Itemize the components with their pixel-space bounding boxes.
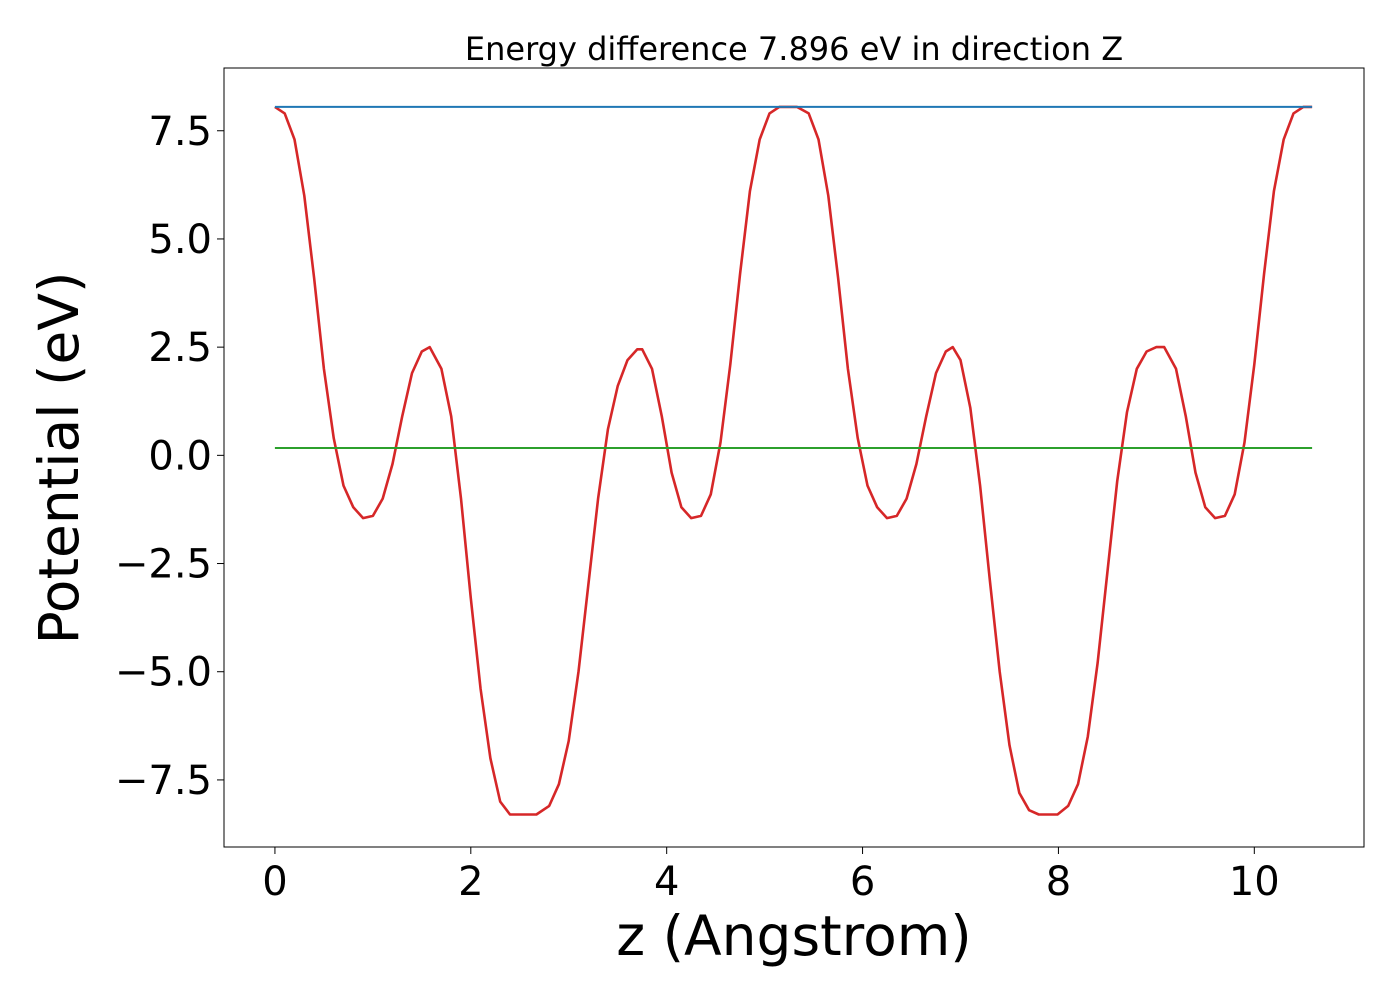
x-tick-label: 8 xyxy=(1046,859,1071,905)
y-tick-label: 5.0 xyxy=(148,217,212,263)
y-axis-title: Potential (eV) xyxy=(27,272,91,645)
y-tick-label: −7.5 xyxy=(115,758,212,804)
x-axis-title: z (Angstrom) xyxy=(616,904,972,968)
plot-frame xyxy=(223,67,1365,848)
y-axis-ticks: −7.5 −5.0 −2.5 0.0 2.5 5.0 7.5 xyxy=(115,109,224,804)
x-tick-label: 6 xyxy=(850,859,875,905)
x-tick-label: 2 xyxy=(458,859,483,905)
series-line-0 xyxy=(274,105,1313,816)
y-tick-label: 2.5 xyxy=(148,325,212,371)
y-tick-label: −5.0 xyxy=(115,650,212,696)
y-tick-label: −2.5 xyxy=(115,542,212,588)
x-axis-ticks: 0 2 4 6 8 10 xyxy=(262,847,1280,905)
x-tick-label: 4 xyxy=(654,859,679,905)
series-layer xyxy=(274,105,1313,816)
x-tick-label: 0 xyxy=(262,859,287,905)
y-tick-label: 0.0 xyxy=(148,433,212,479)
y-tick-label: 7.5 xyxy=(148,109,212,155)
x-tick-label: 10 xyxy=(1229,859,1280,905)
chart-title: Energy difference 7.896 eV in direction … xyxy=(465,30,1123,68)
